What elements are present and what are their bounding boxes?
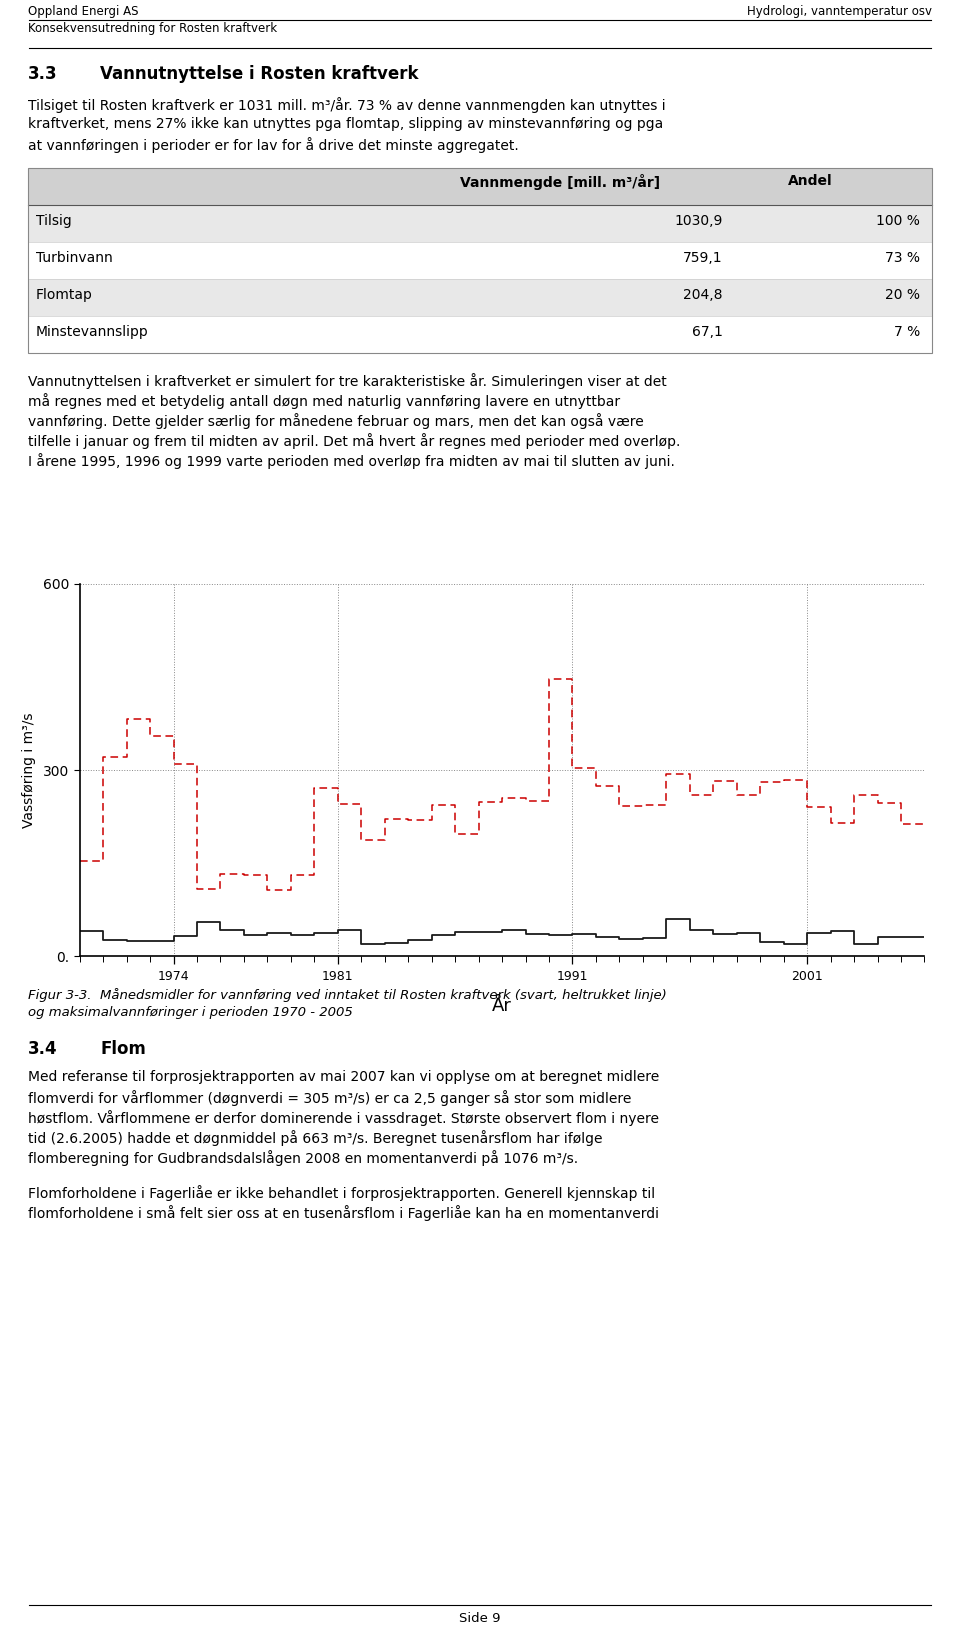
Text: tilfelle i januar og frem til midten av april. Det må hvert år regnes med period: tilfelle i januar og frem til midten av … xyxy=(28,433,681,450)
Text: Vannutnyttelse i Rosten kraftverk: Vannutnyttelse i Rosten kraftverk xyxy=(100,65,419,83)
Text: 73 %: 73 % xyxy=(885,252,920,265)
Text: 20 %: 20 % xyxy=(885,288,920,302)
Bar xyxy=(28,168,932,353)
Text: Flomtap: Flomtap xyxy=(36,288,93,302)
Text: kraftverket, mens 27% ikke kan utnyttes pga flomtap, slipping av minstevannførin: kraftverket, mens 27% ikke kan utnyttes … xyxy=(28,118,663,131)
Text: tid (2.6.2005) hadde et døgnmiddel på 663 m³/s. Beregnet tusenårsflom har ifølge: tid (2.6.2005) hadde et døgnmiddel på 66… xyxy=(28,1130,603,1146)
Text: 67,1: 67,1 xyxy=(692,325,723,338)
Text: flomforholdene i små felt sier oss at en tusenårsflom i Fagerliåe kan ha en mome: flomforholdene i små felt sier oss at en… xyxy=(28,1205,659,1221)
Text: Flomforholdene i Fagerliåe er ikke behandlet i forprosjektrapporten. Generell kj: Flomforholdene i Fagerliåe er ikke behan… xyxy=(28,1185,655,1202)
X-axis label: År: År xyxy=(492,997,512,1015)
Text: I årene 1995, 1996 og 1999 varte perioden med overløp fra midten av mai til slut: I årene 1995, 1996 og 1999 varte periode… xyxy=(28,453,675,469)
Bar xyxy=(28,316,932,353)
Text: 3.3: 3.3 xyxy=(28,65,58,83)
Text: 204,8: 204,8 xyxy=(684,288,723,302)
Text: Oppland Energi AS: Oppland Energi AS xyxy=(28,5,138,18)
Text: flomverdi for vårflommer (døgnverdi = 305 m³/s) er ca 2,5 ganger så stor som mid: flomverdi for vårflommer (døgnverdi = 30… xyxy=(28,1091,632,1105)
Text: 759,1: 759,1 xyxy=(684,252,723,265)
Text: Tilsig: Tilsig xyxy=(36,214,72,227)
Bar xyxy=(28,280,932,316)
Text: Med referanse til forprosjektrapporten av mai 2007 kan vi opplyse om at beregnet: Med referanse til forprosjektrapporten a… xyxy=(28,1069,660,1084)
Text: og maksimalvannføringer i perioden 1970 - 2005: og maksimalvannføringer i perioden 1970 … xyxy=(28,1006,352,1019)
Text: 100 %: 100 % xyxy=(876,214,920,227)
Text: Hydrologi, vanntemperatur osv: Hydrologi, vanntemperatur osv xyxy=(747,5,932,18)
Text: Konsekvensutredning for Rosten kraftverk: Konsekvensutredning for Rosten kraftverk xyxy=(28,21,277,34)
Text: Vannmengde [mill. m³/år]: Vannmengde [mill. m³/år] xyxy=(460,173,660,190)
Text: Side 9: Side 9 xyxy=(459,1612,501,1625)
Text: flomberegning for Gudbrandsdalslågen 2008 en momentanverdi på 1076 m³/s.: flomberegning for Gudbrandsdalslågen 200… xyxy=(28,1149,578,1166)
Text: 7 %: 7 % xyxy=(894,325,920,338)
Text: Turbinvann: Turbinvann xyxy=(36,252,112,265)
Text: 1030,9: 1030,9 xyxy=(675,214,723,227)
Text: Figur 3-3.  Månedsmidler for vannføring ved inntaket til Rosten kraftverk (svart: Figur 3-3. Månedsmidler for vannføring v… xyxy=(28,988,667,1002)
Text: Tilsiget til Rosten kraftverk er 1031 mill. m³/år. 73 % av denne vannmengden kan: Tilsiget til Rosten kraftverk er 1031 mi… xyxy=(28,96,665,113)
Bar xyxy=(28,204,932,242)
Text: at vannføringen i perioder er for lav for å drive det minste aggregatet.: at vannføringen i perioder er for lav fo… xyxy=(28,137,518,154)
Text: vannføring. Dette gjelder særlig for månedene februar og mars, men det kan også : vannføring. Dette gjelder særlig for mån… xyxy=(28,414,644,428)
Text: Minstevannslipp: Minstevannslipp xyxy=(36,325,149,338)
Bar xyxy=(28,242,932,280)
Text: må regnes med et betydelig antall døgn med naturlig vannføring lavere en utnyttb: må regnes med et betydelig antall døgn m… xyxy=(28,392,620,409)
Text: 3.4: 3.4 xyxy=(28,1040,58,1058)
Bar xyxy=(28,168,932,204)
Text: Andel: Andel xyxy=(788,173,832,188)
Y-axis label: Vassføring i m³/s: Vassføring i m³/s xyxy=(22,713,36,827)
Text: Flom: Flom xyxy=(100,1040,146,1058)
Text: Vannutnyttelsen i kraftverket er simulert for tre karakteristiske år. Simulering: Vannutnyttelsen i kraftverket er simuler… xyxy=(28,373,667,389)
Text: høstflom. Vårflommene er derfor dominerende i vassdraget. Største observert flom: høstflom. Vårflommene er derfor dominere… xyxy=(28,1110,659,1127)
